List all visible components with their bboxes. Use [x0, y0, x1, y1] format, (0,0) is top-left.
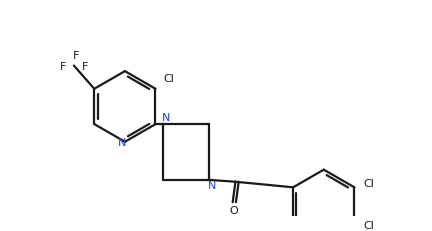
Text: N: N	[208, 181, 216, 191]
Text: N: N	[118, 138, 126, 148]
Text: O: O	[229, 206, 238, 216]
Text: Cl: Cl	[163, 73, 174, 84]
Text: Cl: Cl	[364, 221, 375, 231]
Text: F: F	[60, 62, 66, 72]
Text: N: N	[162, 112, 170, 123]
Text: Cl: Cl	[364, 179, 375, 188]
Text: F: F	[82, 62, 88, 72]
Text: F: F	[73, 51, 79, 61]
